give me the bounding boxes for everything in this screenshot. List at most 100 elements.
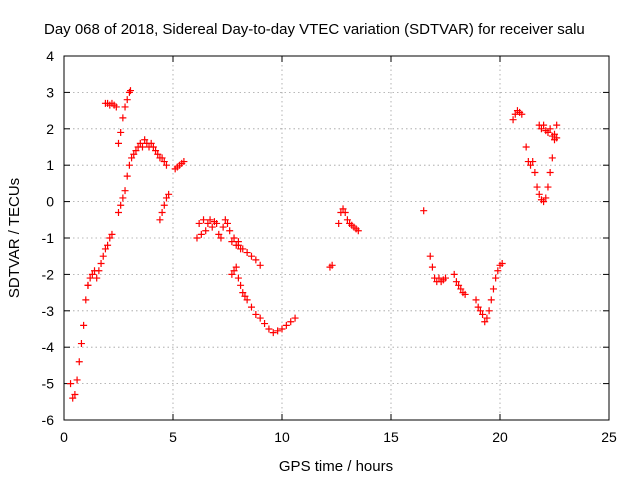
- data-point: [241, 292, 249, 300]
- data-point: [136, 139, 144, 147]
- data-point: [474, 303, 482, 311]
- data-point: [165, 190, 173, 198]
- data-point: [86, 274, 94, 282]
- data-point: [335, 219, 343, 227]
- data-point: [535, 190, 543, 198]
- data-point: [354, 227, 362, 235]
- data-point: [553, 134, 561, 142]
- data-point: [115, 139, 122, 147]
- data-point: [121, 103, 129, 111]
- data-point: [428, 263, 436, 271]
- y-tick-label: -2: [42, 266, 55, 282]
- data-point: [553, 121, 561, 129]
- data-point: [343, 216, 351, 224]
- data-point: [132, 147, 140, 155]
- axis-ticks: 0 5 10 15 20 25 -6 -5 -4 -3 -2 -1 0 1 2 3 4: [42, 48, 617, 445]
- data-point: [481, 318, 489, 326]
- data-point: [121, 187, 129, 195]
- y-tick-label: 2: [46, 121, 54, 137]
- data-point: [234, 274, 242, 282]
- data-point: [197, 230, 205, 238]
- data-point: [93, 274, 101, 282]
- y-tick-label: 1: [46, 157, 54, 173]
- data-point: [115, 209, 122, 217]
- data-point: [99, 252, 107, 260]
- data-point: [230, 267, 238, 275]
- data-point: [531, 168, 539, 176]
- data-point: [104, 241, 112, 249]
- data-point: [527, 161, 535, 169]
- data-point: [522, 143, 530, 151]
- y-tick-label: -5: [42, 376, 55, 392]
- y-tick-label: 3: [46, 84, 54, 100]
- x-tick-label: 10: [274, 429, 290, 445]
- data-point: [160, 158, 168, 166]
- y-tick-label: 4: [46, 48, 54, 64]
- data-point: [265, 325, 273, 333]
- data-point: [117, 201, 125, 209]
- data-point: [200, 216, 208, 224]
- data-point: [247, 252, 255, 260]
- data-point: [239, 289, 247, 297]
- data-point: [180, 158, 188, 166]
- data-point: [544, 128, 552, 136]
- data-point: [125, 88, 133, 96]
- x-tick-label: 5: [169, 429, 177, 445]
- y-tick-label: -1: [42, 230, 55, 246]
- data-point: [77, 340, 85, 348]
- data-point: [492, 274, 500, 282]
- x-tick-label: 25: [601, 429, 617, 445]
- y-tick-label: -3: [42, 303, 55, 319]
- data-point: [101, 245, 109, 253]
- data-point: [544, 183, 552, 191]
- data-point: [138, 143, 146, 151]
- data-point: [232, 263, 240, 271]
- data-point: [339, 205, 347, 213]
- x-axis-label: GPS time / hours: [279, 458, 393, 475]
- data-point: [84, 281, 92, 289]
- data-point: [548, 154, 556, 162]
- chart-title: Day 068 of 2018, Sidereal Day-to-day VTE…: [44, 21, 585, 38]
- data-point: [88, 270, 96, 278]
- data-point: [112, 103, 120, 111]
- data-point: [230, 234, 238, 242]
- data-point: [193, 234, 201, 242]
- data-point: [511, 110, 519, 118]
- y-tick-label: -4: [42, 339, 55, 355]
- data-point: [123, 172, 131, 180]
- data-point: [217, 234, 225, 242]
- data-point: [452, 278, 460, 286]
- data-point: [123, 96, 131, 104]
- data-point: [256, 261, 264, 269]
- data-point: [494, 267, 502, 275]
- data-point: [518, 110, 526, 118]
- data-point: [435, 274, 443, 282]
- data-point: [461, 290, 469, 298]
- data-point: [540, 121, 548, 129]
- data-point: [533, 183, 541, 191]
- data-point: [542, 194, 550, 202]
- data-point: [472, 296, 480, 304]
- data-point: [158, 209, 166, 217]
- data-point: [206, 216, 214, 224]
- data-point: [487, 296, 495, 304]
- data-point: [252, 310, 260, 318]
- data-point: [195, 219, 203, 227]
- y-tick-label: 0: [46, 194, 54, 210]
- data-point: [479, 310, 487, 318]
- data-point: [202, 227, 210, 235]
- data-point: [73, 376, 81, 384]
- data-point: [226, 227, 234, 235]
- data-point: [442, 274, 449, 282]
- x-tick-label: 20: [492, 429, 508, 445]
- data-point: [106, 234, 114, 242]
- data-point: [282, 321, 290, 329]
- data-point: [239, 245, 247, 253]
- data-point: [228, 238, 236, 246]
- data-point: [95, 267, 103, 275]
- data-point: [328, 261, 336, 269]
- data-point: [221, 216, 229, 224]
- data-point: [117, 128, 125, 136]
- data-point: [237, 281, 245, 289]
